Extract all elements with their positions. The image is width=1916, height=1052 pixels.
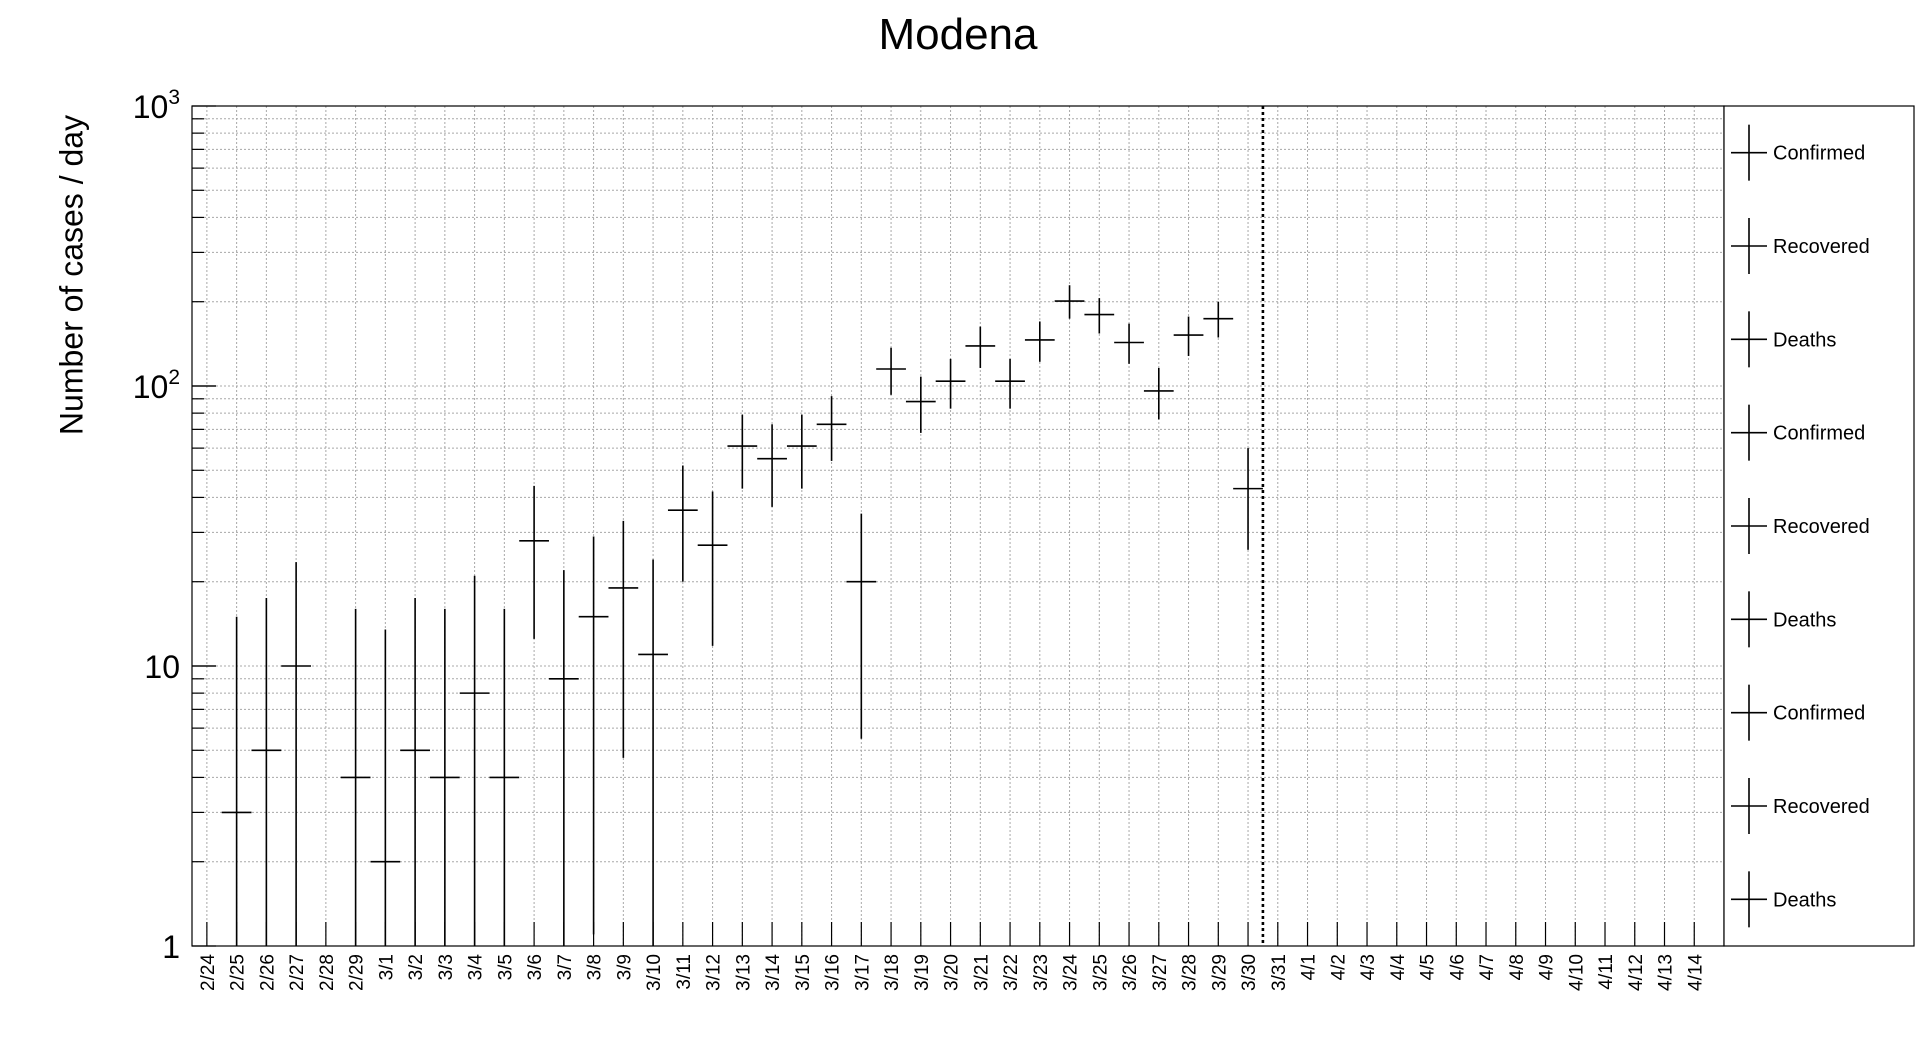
x-tick-label: 4/3 xyxy=(1358,954,1379,980)
x-tick-label: 4/13 xyxy=(1656,954,1677,991)
x-tick-label: 4/4 xyxy=(1388,954,1409,981)
x-tick-label: 3/17 xyxy=(852,954,873,991)
x-tick-label: 3/12 xyxy=(704,954,725,991)
x-tick-label: 4/1 xyxy=(1299,954,1320,980)
x-tick-label: 3/24 xyxy=(1061,954,1082,991)
x-tick-label: 3/27 xyxy=(1150,954,1171,991)
x-tick-label: 3/1 xyxy=(376,954,397,980)
x-tick-label: 4/7 xyxy=(1477,954,1498,980)
x-tick-label: 3/19 xyxy=(912,954,933,991)
x-tick-label: 3/5 xyxy=(495,954,516,980)
x-tick-label: 3/20 xyxy=(942,954,963,991)
legend-label: Confirmed xyxy=(1773,423,1865,445)
x-tick-label: 3/7 xyxy=(555,954,576,980)
x-tick-label: 3/30 xyxy=(1239,954,1260,991)
legend-label: Confirmed xyxy=(1773,703,1865,725)
x-tick-label: 4/14 xyxy=(1685,954,1706,991)
x-tick-label: 3/29 xyxy=(1209,954,1230,991)
x-tick-label: 3/25 xyxy=(1090,954,1111,991)
legend-label: Deaths xyxy=(1773,329,1836,351)
x-tick-label: 3/11 xyxy=(674,954,695,990)
legend-label: Recovered xyxy=(1773,796,1870,818)
x-tick-label: 3/15 xyxy=(793,954,814,991)
x-tick-label: 3/28 xyxy=(1180,954,1201,991)
x-tick-label: 3/31 xyxy=(1269,954,1290,991)
x-tick-label: 3/26 xyxy=(1120,954,1141,991)
x-tick-label: 4/2 xyxy=(1328,954,1349,980)
legend-label: Deaths xyxy=(1773,889,1836,911)
x-tick-label: 3/18 xyxy=(882,954,903,991)
legend-label: Recovered xyxy=(1773,516,1870,538)
plot-frame xyxy=(191,105,1725,947)
x-tick-label: 3/23 xyxy=(1031,954,1052,991)
x-tick-label: 3/22 xyxy=(1001,954,1022,991)
x-tick-label: 4/9 xyxy=(1537,954,1558,980)
y-tick-label: 103 xyxy=(133,86,180,125)
x-tick-label: 3/13 xyxy=(733,954,754,991)
x-tick-label: 4/5 xyxy=(1418,954,1439,980)
x-tick-label: 4/8 xyxy=(1507,954,1528,980)
x-tick-label: 3/21 xyxy=(971,954,992,991)
x-tick-label: 3/8 xyxy=(585,954,606,980)
y-tick-label: 1 xyxy=(162,929,180,965)
legend-label: Deaths xyxy=(1773,609,1836,631)
x-tick-label: 3/2 xyxy=(406,954,427,980)
x-tick-label: 2/28 xyxy=(317,954,338,991)
x-tick-label: 3/14 xyxy=(763,954,784,991)
x-tick-label: 3/10 xyxy=(644,954,665,991)
x-tick-label: 2/25 xyxy=(228,954,249,991)
x-tick-label: 3/16 xyxy=(823,954,844,991)
x-tick-label: 3/9 xyxy=(614,954,635,980)
x-tick-label: 3/3 xyxy=(436,954,457,980)
x-tick-label: 3/4 xyxy=(466,954,487,981)
legend-label: Confirmed xyxy=(1773,143,1865,165)
x-tick-label: 2/29 xyxy=(347,954,368,991)
legend-label: Recovered xyxy=(1773,236,1870,258)
x-tick-label: 4/10 xyxy=(1566,954,1587,991)
x-tick-label: 2/27 xyxy=(287,954,308,991)
x-tick-label: 2/24 xyxy=(198,954,219,991)
x-tick-label: 4/11 xyxy=(1596,954,1617,990)
x-tick-label: 4/6 xyxy=(1447,954,1468,980)
x-tick-label: 2/26 xyxy=(257,954,278,991)
x-tick-label: 4/12 xyxy=(1626,954,1647,991)
chart-title: Modena xyxy=(878,10,1038,59)
y-tick-label: 102 xyxy=(133,366,180,405)
y-tick-label: 10 xyxy=(144,649,180,685)
x-tick-label: 3/6 xyxy=(525,954,546,980)
